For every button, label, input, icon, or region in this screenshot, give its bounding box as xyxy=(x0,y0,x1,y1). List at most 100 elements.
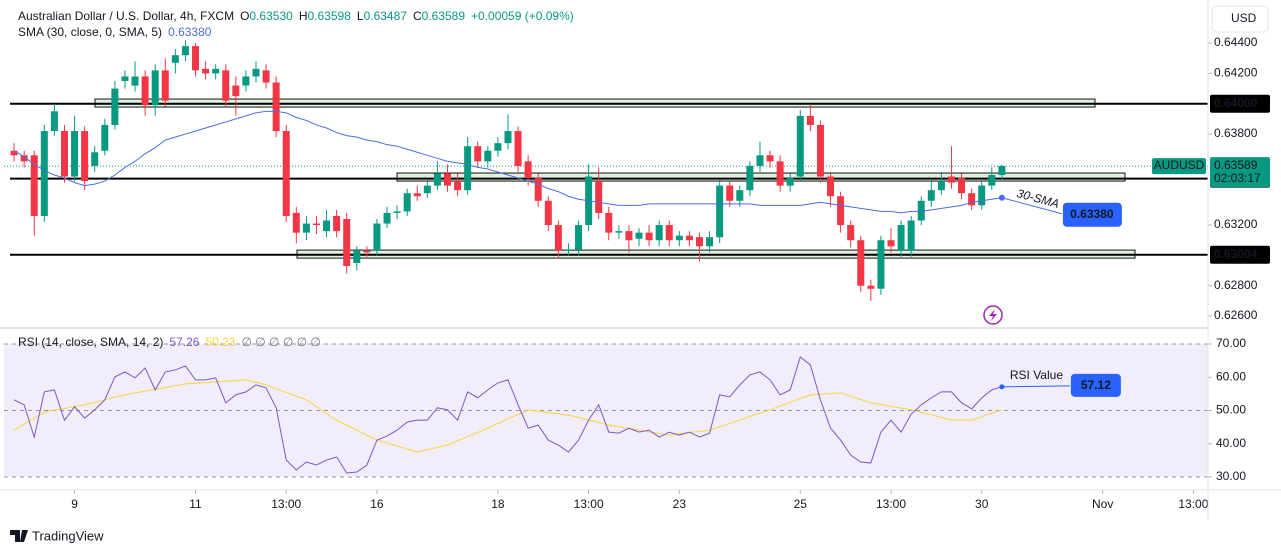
indicator-value: 0.63380 xyxy=(168,25,212,39)
candle-body xyxy=(736,190,744,201)
candle-body xyxy=(363,250,371,253)
candle-body xyxy=(383,212,391,224)
candle-body xyxy=(252,68,260,77)
last-price-badge xyxy=(1210,157,1270,188)
candle-body xyxy=(897,225,905,251)
level-label: 0.64000 xyxy=(1214,96,1258,110)
candle-body xyxy=(101,124,109,151)
rsi-legend-value: 50.23 xyxy=(205,335,235,349)
candle-body xyxy=(181,46,189,56)
last-price-tag xyxy=(1152,158,1206,175)
indicator-name: SMA (30, close, 0, SMA, 5) xyxy=(18,25,162,39)
ohlc-key: O xyxy=(240,9,249,23)
candle-body xyxy=(413,193,421,197)
candle-body xyxy=(877,240,885,289)
candle-body xyxy=(141,76,149,106)
price-tick-label: 0.64200 xyxy=(1214,66,1258,80)
candle-body xyxy=(655,225,663,241)
candle-body xyxy=(645,232,653,241)
candle-body xyxy=(837,196,845,226)
candle-body xyxy=(857,240,865,286)
candle-body xyxy=(625,231,633,241)
candle-body xyxy=(514,131,522,166)
candle-body xyxy=(292,212,300,233)
last-price-name: AUDUSD xyxy=(1154,158,1205,172)
rsi-line xyxy=(13,379,1003,453)
brand-name[interactable]: TradingView xyxy=(32,528,104,543)
candle-body xyxy=(766,155,774,162)
candle-body xyxy=(71,131,79,177)
candle-body xyxy=(746,165,754,191)
price-tick-label: 0.63200 xyxy=(1214,217,1258,231)
rsi-legend-value: 57.26 xyxy=(169,335,199,349)
price-tick-label: 0.63800 xyxy=(1214,126,1258,140)
candle-body xyxy=(554,225,562,251)
rsi-tick-label: 60.00 xyxy=(1216,369,1246,383)
rsi-tick-label: 50.00 xyxy=(1216,403,1246,417)
level-label: 0.63004 xyxy=(1214,247,1258,261)
rsi-legend-extra: ∅ ∅ ∅ ∅ ∅ ∅ xyxy=(241,335,320,349)
rsi-badge-label: 57.12 xyxy=(1081,378,1111,392)
candle-body xyxy=(443,173,451,186)
level-badge xyxy=(1210,94,1270,113)
ohlc-key: L xyxy=(357,9,364,23)
sma-line xyxy=(13,110,1002,214)
price-tick-label: 0.62800 xyxy=(1214,278,1258,292)
rsi-tick-label: 70.00 xyxy=(1216,336,1246,350)
candle-body xyxy=(222,70,230,101)
time-tick-label: 25 xyxy=(794,497,808,511)
brand-logo[interactable] xyxy=(10,530,28,542)
candle-body xyxy=(564,249,572,251)
ohlc-value: 0.63589 xyxy=(422,9,466,23)
candle-body xyxy=(706,237,714,247)
candle-body xyxy=(998,166,1006,176)
candle-body xyxy=(816,124,824,177)
candle-body xyxy=(10,150,18,156)
candle-body xyxy=(192,46,200,71)
candle-body xyxy=(595,181,603,213)
candle-body xyxy=(272,82,280,132)
candle-body xyxy=(202,68,210,74)
candle-body xyxy=(887,240,895,247)
candle-body xyxy=(988,175,996,186)
rsi-tick-label: 30.00 xyxy=(1216,469,1246,483)
indicator-line: SMA (30, close, 0, SMA, 5) 0.63380 xyxy=(18,25,212,39)
candle-body xyxy=(333,215,341,232)
candle-body xyxy=(373,223,381,251)
rsi-annotation-line xyxy=(1001,385,1070,388)
candle-body xyxy=(615,231,623,233)
candle-body xyxy=(776,161,784,186)
candle-body xyxy=(232,85,240,97)
candle-body xyxy=(433,173,441,186)
countdown: 02:03:17 xyxy=(1214,171,1261,185)
candle-body xyxy=(81,131,89,182)
price-tick-label: 0.64400 xyxy=(1214,35,1258,49)
candle-body xyxy=(968,193,976,206)
candle-body xyxy=(847,225,855,241)
candle-body xyxy=(927,190,935,201)
candle-body xyxy=(716,185,724,238)
candle-body xyxy=(524,161,532,179)
candle-body xyxy=(806,115,814,125)
candle-body xyxy=(262,70,270,83)
candle-body xyxy=(685,235,693,241)
level-badge xyxy=(1210,245,1270,264)
candle-body xyxy=(484,150,492,162)
rsi-tick-label: 40.00 xyxy=(1216,436,1246,450)
candle-body xyxy=(796,115,804,177)
candle-body xyxy=(151,70,159,106)
candle-body xyxy=(978,185,986,206)
candle-body xyxy=(40,131,48,216)
currency-button[interactable] xyxy=(1211,5,1269,33)
candle-body xyxy=(242,76,250,86)
candle-body xyxy=(403,193,411,212)
event-icon-bolt xyxy=(989,309,997,321)
candle-body xyxy=(907,220,915,251)
candle-body xyxy=(675,235,683,241)
time-tick-label: 9 xyxy=(71,497,78,511)
candle-body xyxy=(50,111,58,132)
candle-body xyxy=(605,212,613,233)
ohlc-value: 0.63487 xyxy=(364,9,408,23)
event-icon[interactable] xyxy=(983,305,1003,325)
